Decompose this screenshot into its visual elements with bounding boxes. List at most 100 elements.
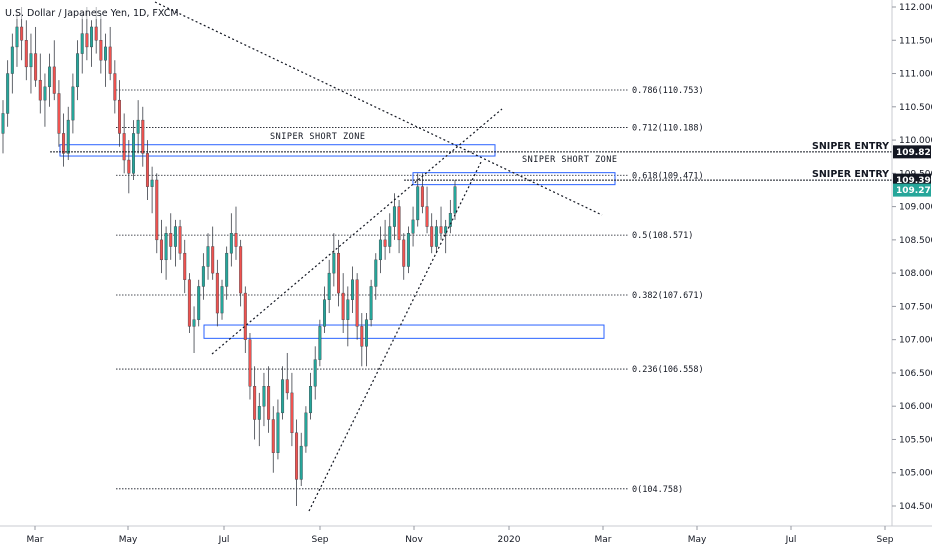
candle-body: [71, 86, 75, 121]
candle-body: [62, 133, 66, 154]
candle-body: [104, 46, 107, 61]
trendline-wedge-upper[interactable]: [211, 108, 503, 355]
candle-body: [234, 233, 238, 247]
candle-body: [406, 233, 410, 267]
time-tick-label: Sep: [312, 535, 329, 545]
candle-body: [90, 26, 94, 48]
candle-body: [24, 40, 28, 68]
candle-body: [159, 239, 163, 261]
time-tick-label: May: [688, 535, 707, 545]
candle-body: [341, 292, 345, 320]
zone-rect[interactable]: [203, 324, 605, 339]
candle-body: [108, 46, 112, 74]
time-tick-label: Nov: [405, 535, 423, 545]
candle-body: [332, 252, 336, 274]
price-tick-label: 109.000: [899, 203, 932, 213]
candle-body: [257, 406, 261, 420]
candle-body: [309, 386, 313, 414]
candle-body: [248, 339, 252, 387]
candle-body: [131, 133, 135, 174]
candle-body: [434, 226, 438, 247]
entry-price-tag-text: 109.823: [896, 148, 932, 158]
trendline-descending[interactable]: [154, 1, 603, 216]
time-tick-label: Mar: [595, 535, 612, 545]
candle-body: [76, 53, 80, 88]
entry-label: SNIPER ENTRY: [812, 141, 889, 152]
candle-body: [323, 299, 327, 327]
candle-body: [318, 326, 322, 360]
candle-body: [397, 206, 401, 241]
entry-price-tag-text: 109.398: [896, 176, 932, 186]
candle-body: [295, 432, 299, 480]
zone-label: SNIPER SHORT ZONE: [270, 132, 366, 142]
candle-body: [346, 299, 350, 320]
candle-body: [192, 319, 196, 327]
candle-body: [118, 99, 121, 134]
candle-body: [169, 233, 173, 247]
price-tick-label: 107.500: [899, 302, 932, 312]
trendline-layer: [154, 1, 603, 512]
fib-level-label: 0.5(108.571): [632, 231, 693, 241]
price-tick-label: 110.500: [899, 103, 932, 113]
candle-body: [243, 292, 247, 340]
price-tick-label: 108.000: [899, 269, 932, 279]
candle-body: [122, 133, 126, 161]
candle-body: [327, 272, 331, 300]
candle-body: [34, 53, 38, 81]
candle-body: [411, 219, 415, 234]
fib-level-label: 0.618(109.471): [632, 171, 704, 181]
candle-body: [206, 246, 210, 267]
candle-body: [360, 326, 364, 347]
candle-body: [85, 33, 89, 48]
candle-body: [392, 206, 396, 227]
candle-body: [355, 279, 359, 327]
price-tick-label: 106.500: [899, 369, 932, 379]
candle-body: [402, 239, 406, 267]
candle-body: [178, 226, 182, 254]
candle-body: [145, 153, 149, 187]
price-tick-label: 111.000: [899, 70, 932, 80]
candle-body: [94, 26, 98, 41]
price-tick-label: 108.500: [899, 236, 932, 246]
time-axis[interactable]: Mar May Jul Sep Nov 2020 Mar May Jul Sep: [27, 526, 894, 545]
price-tick-label: 110.000: [899, 136, 932, 146]
candle-body: [281, 379, 285, 414]
zone-layer: SNIPER SHORT ZONE SNIPER SHORT ZONE: [59, 132, 617, 339]
candle-body: [164, 233, 168, 261]
candle-body: [225, 252, 229, 287]
price-tags: 109.823 109.398109.278: [893, 145, 932, 197]
candle-body: [271, 419, 275, 453]
candle-body: [215, 272, 219, 314]
candle-body: [113, 73, 117, 101]
fib-level-label: 0.382(107.671): [632, 291, 704, 301]
candle-body: [150, 179, 154, 187]
candle-body: [369, 286, 373, 320]
candle-body: [290, 392, 294, 434]
chart-title: U.S. Dollar / Japanese Yen, 1D, FXCM: [5, 8, 179, 19]
candle-body: [313, 359, 317, 387]
candle-body: [173, 226, 177, 247]
time-tick-label: Jul: [785, 535, 797, 545]
entry-price-tag: [893, 145, 931, 159]
candle-body: [420, 186, 424, 207]
candle-body: [304, 412, 308, 447]
candle-body: [201, 266, 205, 287]
fib-level-label: 0.786(110.753): [632, 86, 704, 96]
entry-layer: SNIPER ENTRY SNIPER ENTRY: [50, 141, 892, 181]
candle-body: [388, 226, 392, 247]
candle-body: [439, 226, 443, 234]
candle-body: [262, 386, 266, 407]
time-tick-label: 2020: [498, 535, 521, 545]
candle-body: [20, 26, 24, 41]
candle-body: [364, 319, 368, 347]
candle-body: [351, 279, 354, 300]
candle-body: [52, 66, 56, 94]
last-price-tag-text: 109.278: [896, 186, 932, 196]
zone-rect[interactable]: [59, 144, 496, 157]
title-backdrop: [2, 5, 144, 19]
candle-body: [29, 53, 33, 68]
candle-body: [43, 86, 47, 101]
fib-retracement[interactable]: 0.786(110.753) 0.712(110.188) 0.618(109.47…: [116, 86, 704, 495]
